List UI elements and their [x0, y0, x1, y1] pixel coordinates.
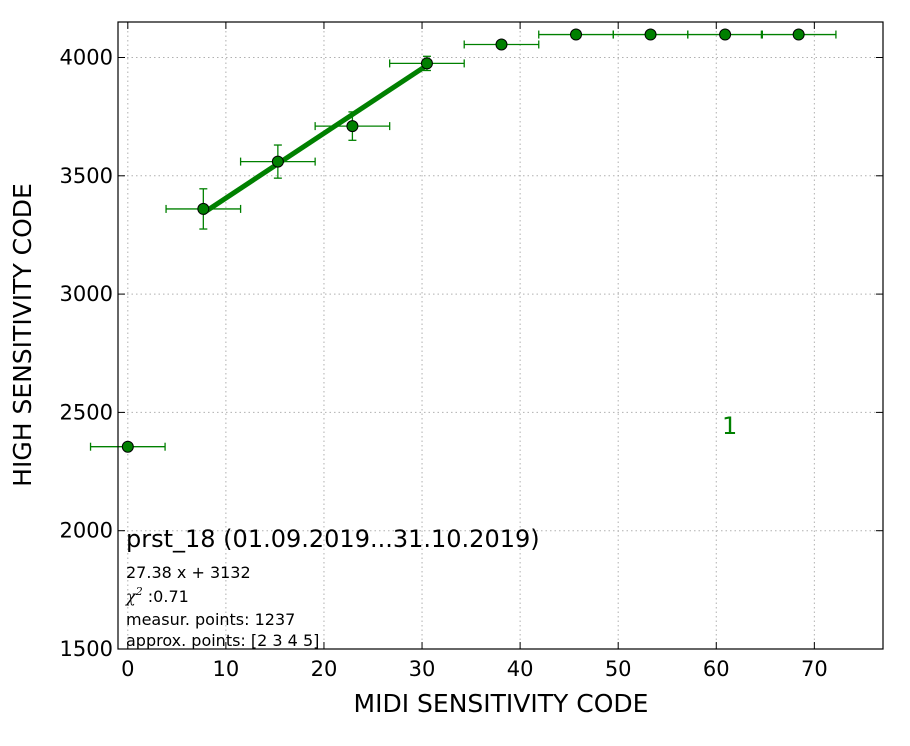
plot-frame [117, 21, 884, 650]
x-tick-label: 30 [409, 657, 436, 681]
y-tick-label: 2500 [60, 400, 113, 424]
data-point [121, 440, 134, 453]
x-tick-label: 50 [605, 657, 632, 681]
data-point [495, 38, 508, 51]
annotation-title: prst_18 (01.09.2019...31.10.2019) [126, 525, 540, 553]
chi-value: :0.71 [143, 587, 189, 606]
chi-superscript: 2 [135, 585, 143, 598]
x-tick-label: 0 [121, 657, 134, 681]
ticks [118, 22, 883, 650]
y-tick-label: 3500 [60, 164, 113, 188]
y-tick-label: 3000 [60, 282, 113, 306]
x-tick-label: 10 [213, 657, 240, 681]
data-point [271, 155, 284, 168]
x-tick-label: 20 [311, 657, 338, 681]
y-axis-label: HIGH SENSITIVITY CODE [8, 183, 37, 487]
x-axis-label: MIDI SENSITIVITY CODE [354, 689, 649, 718]
x-tick-label: 60 [703, 657, 730, 681]
data-points [121, 28, 805, 453]
data-point [570, 28, 583, 41]
y-tick-label: 2000 [60, 519, 113, 543]
annotation-chi2: χ2 :0.71 [125, 585, 189, 606]
annotation-equation: 27.38 x + 3132 [126, 563, 251, 582]
annotation-approx-points: approx. points: [2 3 4 5] [126, 631, 319, 650]
data-point [792, 28, 805, 41]
chi-symbol: χ [125, 587, 137, 606]
x-tick-label: 40 [507, 657, 534, 681]
annotation-measur-points: measur. points: 1237 [126, 610, 295, 629]
fit-layer [201, 63, 429, 216]
data-point [420, 57, 433, 70]
data-point [346, 120, 359, 133]
data-point [719, 28, 732, 41]
x-tick-label: 70 [801, 657, 828, 681]
y-tick-label: 1500 [60, 637, 113, 661]
data-point [197, 202, 210, 215]
annotation-marker: 1 [722, 412, 737, 440]
fit-line [201, 63, 429, 216]
y-tick-label: 4000 [60, 45, 113, 69]
data-point [644, 28, 657, 41]
tick-labels: 0 10 20 30 40 50 60 70 1500 2000 2500 3000 3500 4000 [60, 45, 828, 681]
